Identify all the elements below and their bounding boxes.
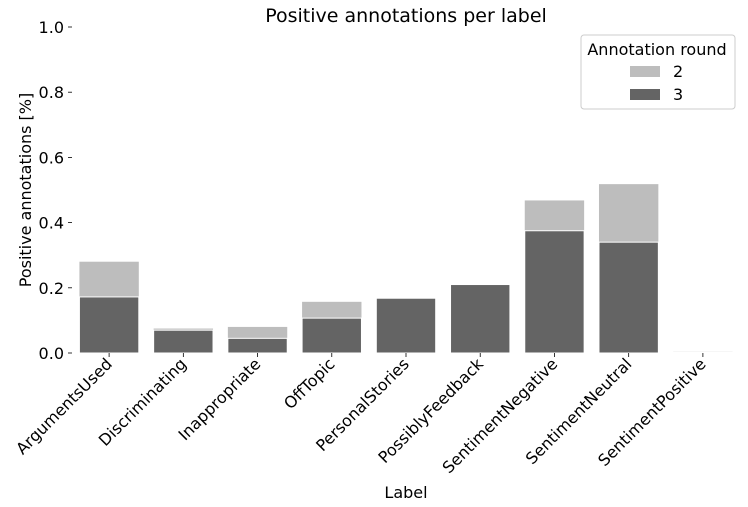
bar-round-3-SentimentPositive bbox=[672, 351, 734, 354]
bar-round-3-SentimentNegative bbox=[524, 230, 585, 354]
x-axis: ArgumentsUsedDiscriminatingInappropriate… bbox=[12, 353, 710, 477]
x-axis-label: Label bbox=[384, 483, 427, 502]
bar-round-3-Inappropriate bbox=[227, 337, 288, 354]
bar-round-3-PersonalStories bbox=[375, 297, 437, 354]
x-tick-label: OffTopic bbox=[280, 354, 339, 413]
bar-round-3-Discriminating bbox=[153, 329, 214, 354]
legend-swatch-2 bbox=[630, 66, 660, 77]
legend: Annotation round 2 3 bbox=[580, 34, 736, 110]
y-tick-label: 0.2 bbox=[39, 279, 64, 298]
bars bbox=[78, 184, 734, 354]
bar-round-3-PossiblyFeedback bbox=[450, 284, 511, 354]
chart-title: Positive annotations per label bbox=[265, 5, 547, 27]
y-tick-label: 0.4 bbox=[39, 214, 64, 233]
bar-round-3-ArgumentsUsed bbox=[78, 296, 140, 354]
legend-label-3: 3 bbox=[673, 85, 683, 104]
legend-label-2: 2 bbox=[673, 62, 683, 81]
y-axis-label: Positive annotations [%] bbox=[16, 93, 35, 287]
bar-round-3-SentimentNeutral bbox=[598, 241, 659, 354]
y-tick-label: 0.8 bbox=[39, 83, 64, 102]
y-tick-label: 0.0 bbox=[39, 344, 64, 363]
y-tick-label: 0.6 bbox=[39, 148, 64, 167]
y-axis: 0.0 0.2 0.4 0.6 0.8 1.0 bbox=[39, 18, 72, 363]
y-tick-label: 1.0 bbox=[39, 18, 64, 37]
legend-swatch-3 bbox=[630, 89, 660, 100]
legend-title: Annotation round bbox=[587, 40, 726, 59]
bar-round-3-OffTopic bbox=[301, 317, 362, 354]
